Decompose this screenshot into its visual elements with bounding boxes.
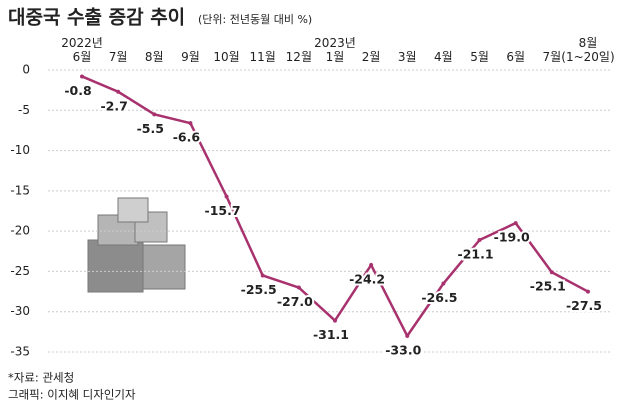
x-tick-label: 2023년 1월: [314, 36, 356, 64]
x-tick-label: 10월: [213, 50, 240, 64]
x-tick-label: 8월 (1~20일): [561, 36, 615, 64]
credit: 그래픽: 이지혜 디자인기자: [8, 388, 136, 402]
value-label: -26.5: [421, 290, 457, 305]
value-label: -31.1: [313, 327, 349, 342]
point: [477, 238, 482, 243]
value-label: -25.1: [530, 279, 566, 294]
point: [224, 194, 229, 199]
y-tick-label: -10: [10, 143, 30, 157]
value-label: -21.1: [458, 247, 494, 262]
x-tick-label: 7월: [108, 50, 128, 64]
y-tick-label: -30: [10, 304, 30, 318]
point: [585, 289, 590, 294]
y-tick-label: -20: [10, 224, 30, 238]
value-label: -6.6: [173, 130, 201, 145]
x-tick-label: 2022년 6월: [61, 36, 103, 64]
y-tick-label: -35: [10, 345, 30, 359]
x-tick-label: 8월: [144, 50, 164, 64]
x-tick-label: 7월: [542, 50, 562, 64]
point: [332, 318, 337, 323]
y-tick-label: -25: [10, 264, 30, 278]
value-label: -19.0: [494, 230, 530, 245]
point: [152, 112, 157, 117]
x-tick-label: 3월: [397, 50, 417, 64]
point: [80, 74, 84, 79]
point: [369, 262, 374, 267]
x-tick-label: 12월: [285, 50, 312, 64]
x-tick-label: 9월: [181, 50, 200, 64]
x-tick-label: 5월: [470, 50, 489, 64]
value-label: -33.0: [385, 342, 421, 357]
y-tick-label: -5: [18, 103, 30, 117]
point: [549, 270, 554, 275]
point: [260, 273, 265, 278]
value-label: -15.7: [205, 203, 241, 218]
point: [441, 281, 446, 286]
value-label: -27.5: [566, 298, 602, 313]
line: [81, 75, 589, 339]
point: [405, 333, 410, 338]
source: *자료: 관세청: [8, 371, 74, 385]
x-tick-label: 2월: [361, 50, 381, 64]
y-tick-label: -15: [10, 183, 30, 197]
value-label: -25.5: [241, 282, 277, 297]
point: [296, 285, 301, 290]
value-label: -27.0: [277, 294, 313, 309]
x-tick-label: 4월: [434, 50, 453, 64]
chart-title: 대중국 수출 증감 추이: [8, 7, 185, 29]
y-tick-label: 0: [22, 63, 30, 77]
point: [513, 221, 518, 226]
point: [188, 121, 193, 126]
boxes-illustration: [87, 197, 186, 293]
value-label: -5.5: [137, 121, 164, 136]
point: [116, 89, 121, 94]
x-tick-label: 11월: [249, 50, 276, 64]
x-tick-label: 6월: [506, 50, 526, 64]
value-label: -2.7: [100, 98, 127, 113]
value-label: -0.8: [64, 83, 91, 98]
chart-subtitle: (단위: 전년동월 대비 %): [198, 13, 312, 26]
value-label: -24.2: [349, 271, 385, 286]
